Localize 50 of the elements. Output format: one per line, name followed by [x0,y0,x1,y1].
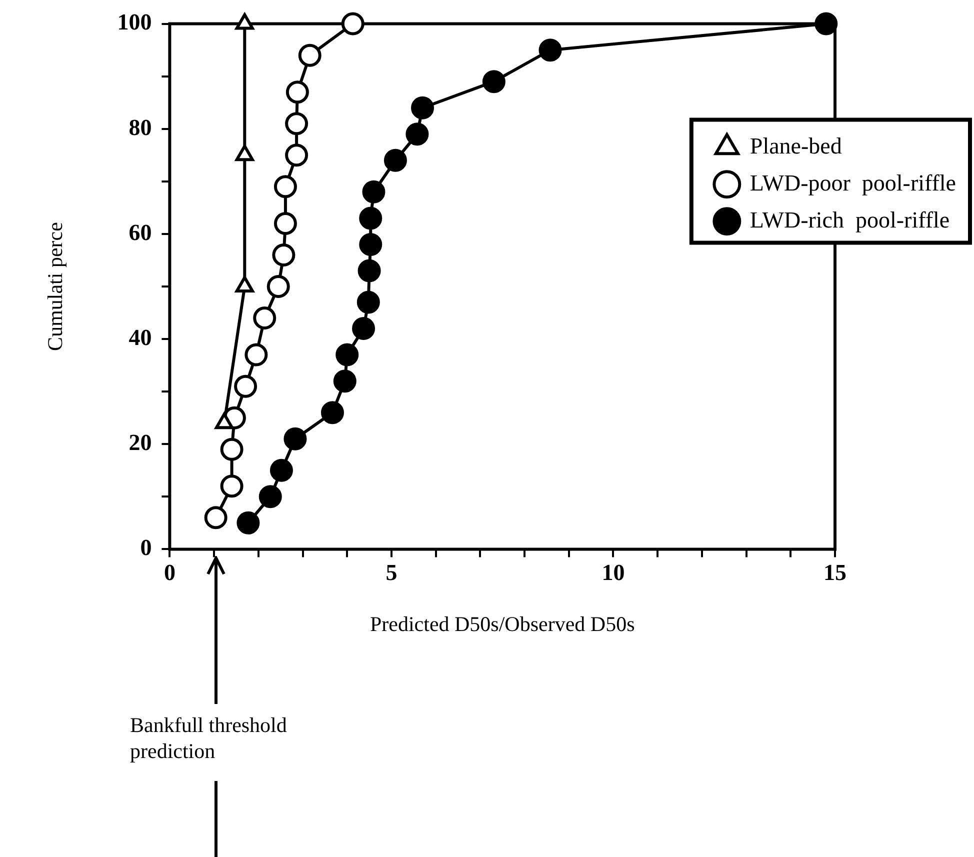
point [333,370,356,393]
point [285,112,308,136]
y-tick-label: 0 [140,535,152,560]
y-axis-title: Cumulati perce [43,222,68,351]
point [236,511,260,534]
point [274,212,297,235]
legend-label: LWD-rich pool-riffle [750,207,950,232]
y-tick-label: 60 [128,220,152,245]
point [384,148,407,172]
point [341,12,364,36]
point [253,306,276,330]
y-tick-label: 20 [128,430,152,456]
point [482,70,506,94]
point [352,317,376,340]
point [406,122,429,146]
point [266,275,290,298]
point [258,485,282,508]
point [356,290,380,314]
point [411,96,434,120]
legend-label: Plane-bed [750,133,842,158]
point [362,180,386,204]
point [286,80,309,104]
point [336,343,359,366]
x-axis-title: Predicted D50s/Observed D50s [370,612,635,636]
point [284,427,307,450]
point [234,374,258,398]
point [359,232,382,256]
x-tick-label: 0 [164,560,176,585]
text: Bankfull threshold prediction [130,712,288,764]
y-tick-label: 100 [117,10,152,35]
point [320,401,344,424]
point [272,243,296,266]
point [814,12,838,36]
point [244,343,268,366]
y-tick-label: 40 [128,324,152,350]
point [270,458,293,482]
point [220,438,244,461]
x-tick-label: 15 [824,560,846,585]
x-tick-label: 10 [602,560,625,585]
point [358,259,381,282]
point [220,474,244,498]
point [538,38,562,62]
point [285,144,308,167]
x-tick-label: 5 [386,560,398,585]
point [204,506,228,530]
y-tick-label: 80 [128,114,152,140]
legend-label: LWD-poor pool-riffle [750,170,956,196]
point [298,44,322,67]
point [274,175,297,198]
point [359,206,382,230]
